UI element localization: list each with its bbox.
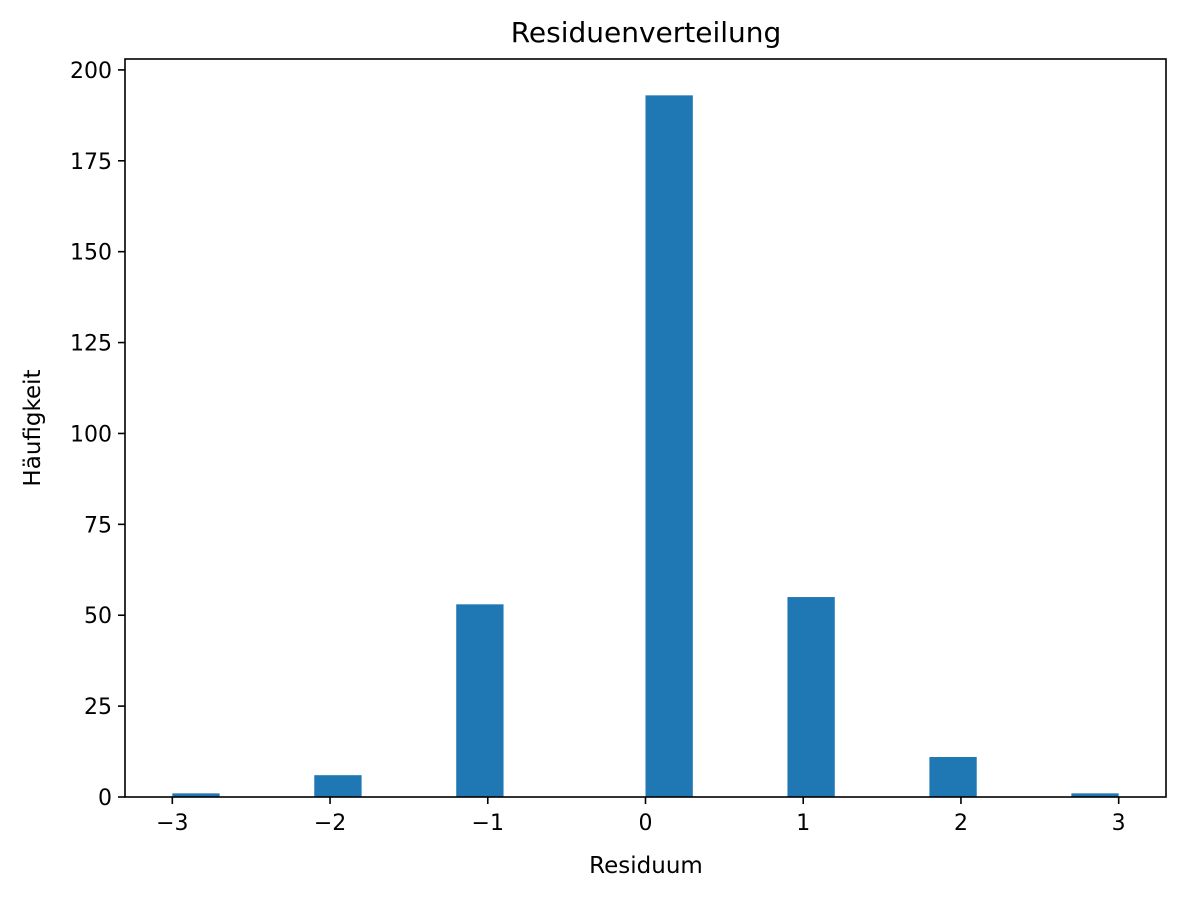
x-tick-label: −1 xyxy=(472,811,504,836)
y-tick-label: 25 xyxy=(84,695,112,720)
histogram-bar xyxy=(929,757,977,797)
histogram-bar xyxy=(456,604,504,797)
chart-title: Residuenverteilung xyxy=(511,16,782,49)
x-tick-label: −3 xyxy=(156,811,188,836)
y-tick-label: 125 xyxy=(70,332,112,357)
plot-frame xyxy=(124,58,1167,798)
y-tick-label: 200 xyxy=(70,59,112,84)
y-tick-label: 150 xyxy=(70,241,112,266)
x-tick-label: 0 xyxy=(639,811,653,836)
x-tick-label: −2 xyxy=(314,811,346,836)
x-axis-ticks: −3 −2 −1 0 1 2 3 xyxy=(156,797,1126,836)
x-tick-label: 2 xyxy=(954,811,968,836)
histogram-bar xyxy=(1071,793,1119,797)
y-tick-label: 50 xyxy=(84,604,112,629)
y-axis-ticks: 0 25 50 75 100 125 150 175 200 xyxy=(70,59,125,811)
bars-group xyxy=(172,95,1119,798)
histogram-bar xyxy=(314,775,362,797)
histogram-bar xyxy=(787,597,835,797)
x-tick-label: 3 xyxy=(1112,811,1126,836)
y-tick-label: 100 xyxy=(70,422,112,447)
x-tick-label: 1 xyxy=(796,811,810,836)
y-tick-label: 75 xyxy=(84,513,112,538)
y-tick-label: 0 xyxy=(98,786,112,811)
y-axis-label: Häufigkeit xyxy=(20,369,46,486)
y-tick-label: 175 xyxy=(70,150,112,175)
x-axis-label: Residuum xyxy=(589,853,703,879)
histogram-bar xyxy=(645,95,693,798)
histogram-bar xyxy=(172,793,220,797)
